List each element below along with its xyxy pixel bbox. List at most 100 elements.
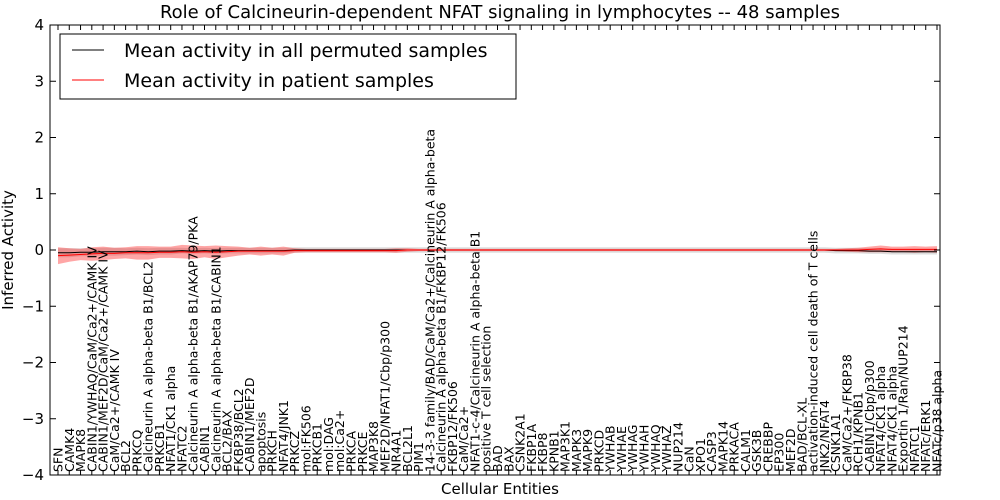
x-tick-label: PIM1 bbox=[411, 442, 426, 472]
x-tick-label: NR4A1 bbox=[389, 430, 404, 473]
x-tick-label: BAX bbox=[501, 446, 516, 472]
x-tick-label: NFATc/p38 alpha bbox=[930, 370, 945, 472]
x-tick-label: CABIN1 bbox=[197, 425, 212, 472]
x-tick-label: SFN bbox=[51, 448, 66, 472]
x-tick-label: PRKCB1 bbox=[152, 423, 167, 472]
x-tick-label: MEF2D bbox=[783, 429, 798, 472]
x-tick-label: FKBP8 bbox=[535, 432, 550, 472]
x-tick-label: XPO1 bbox=[693, 438, 708, 472]
x-tick-label: BCL2/BAX bbox=[220, 410, 235, 472]
y-tick-label: −3 bbox=[22, 410, 44, 428]
x-tick-label: CaM/Ca2+ bbox=[456, 406, 471, 472]
x-tick-label: mol:DAG bbox=[321, 417, 336, 472]
x-tick-label: PRKCQ bbox=[129, 430, 144, 472]
x-tick-label: Exportin 1/Ran/NUP214 bbox=[896, 325, 911, 472]
x-tick-label: MAP3K1 bbox=[558, 421, 573, 472]
x-tick-label: PRKACA bbox=[727, 422, 742, 472]
x-tick-label: MAPK14 bbox=[715, 421, 730, 472]
x-tick-label: BAD/BCL-XL bbox=[794, 398, 809, 472]
y-axis: −4 −3 −2 −1 0 1 2 3 4 bbox=[22, 16, 940, 484]
series-lines bbox=[57, 248, 937, 257]
x-tick-label: CASP3 bbox=[704, 431, 719, 472]
x-tick-label: PRKCE bbox=[355, 432, 370, 472]
x-tick-label: YWHAE bbox=[614, 426, 629, 473]
x-tick-label: PRKCZ bbox=[287, 431, 302, 472]
x-tick-label: JNK2/NFAT4 bbox=[817, 400, 832, 473]
legend-box bbox=[59, 33, 517, 100]
x-tick-label: NFAT4/CK1 alpha bbox=[884, 366, 899, 472]
x-tick-label: YWHAQ bbox=[648, 424, 663, 473]
x-tick-label: NFATC1 bbox=[907, 425, 922, 472]
patient-mean-line bbox=[57, 248, 937, 257]
x-tick-label: BCL2 bbox=[118, 440, 133, 472]
x-tick-label: NFAT4/CK1 alpha bbox=[873, 366, 888, 472]
x-tick-label: FKBP12/FK506 bbox=[445, 381, 460, 472]
x-tick-label: mol:FK506 bbox=[298, 405, 313, 472]
x-tick-label: MAPK3 bbox=[569, 429, 584, 472]
x-tick-label: apoptosis bbox=[253, 412, 268, 472]
x-tick-label: CREBBP bbox=[760, 422, 775, 472]
x-tick-label: CABIN1/Cbp/p300 bbox=[862, 360, 877, 472]
y-axis-label: Inferred Activity bbox=[0, 190, 17, 310]
y-tick-label: 1 bbox=[34, 185, 44, 203]
x-tick-label: MAPK9 bbox=[580, 429, 595, 472]
x-axis: SFNCAMK4MAPK8CABIN1/YWHAQ/CaM/Ca2+/CAMK … bbox=[51, 25, 945, 475]
x-tick-label: FKBP38/BCL2 bbox=[231, 388, 246, 472]
x-tick-label: CABIN1/YWHAQ/CaM/Ca2+/CAMK IV bbox=[84, 246, 99, 472]
x-tick-label: YWHAB bbox=[603, 425, 618, 473]
x-tick-label: CABIN1/MEF2D bbox=[242, 377, 257, 472]
x-tick-label: CAMK4 bbox=[62, 428, 77, 472]
x-tick-label: NFAT1-c-4/Calcineurin A alpha-beta B1 bbox=[467, 231, 482, 472]
legend: Mean activity in all permuted samples Me… bbox=[59, 33, 517, 100]
x-tick-label: BCL2L1 bbox=[400, 425, 415, 472]
x-tick-label: NUP214 bbox=[670, 422, 685, 472]
x-tick-label: NFATC2 bbox=[174, 425, 189, 472]
x-tick-label: 14-3-3 family/BAD/CaM/Ca2+/Calcineurin A… bbox=[422, 129, 437, 472]
x-tick-label: PRKCH bbox=[265, 430, 280, 472]
x-tick-label: PRKCA bbox=[344, 431, 359, 472]
y-tick-label: 2 bbox=[34, 129, 44, 147]
x-axis-label: Cellular Entities bbox=[441, 480, 559, 498]
x-tick-label: YWHAZ bbox=[659, 425, 674, 473]
y-tick-label: 4 bbox=[34, 16, 44, 34]
x-tick-label: NFAT1/CK1 alpha bbox=[163, 366, 178, 472]
x-tick-label: CSNK2A1 bbox=[513, 413, 528, 472]
x-tick-label: CALM1 bbox=[738, 429, 753, 472]
x-tick-label: Calcineurin A alpha-beta B1/AKAP79/PKA bbox=[186, 216, 201, 472]
x-tick-label: CaM/Ca2+/FKBP38 bbox=[839, 354, 854, 472]
y-tick-label: −1 bbox=[22, 297, 44, 315]
x-tick-label: FKBP1A bbox=[524, 424, 539, 472]
x-tick-label: EP300 bbox=[772, 433, 787, 472]
x-tick-label: NFATc/ERK1 bbox=[918, 400, 933, 472]
x-tick-label: MAPK8 bbox=[73, 429, 88, 472]
x-tick-label: CSNK1A1 bbox=[828, 413, 843, 472]
chart-title: Role of Calcineurin-dependent NFAT signa… bbox=[160, 2, 840, 23]
x-tick-label: CaN bbox=[682, 446, 697, 472]
x-tick-label: Calcineurin A alpha-beta B1/CABIN1 bbox=[208, 246, 223, 472]
x-tick-label: activation-induced cell death of T cells bbox=[806, 231, 821, 472]
legend-label-permuted: Mean activity in all permuted samples bbox=[124, 40, 487, 62]
x-tick-label: Calcineurin A alpha-beta B1/BCL2 bbox=[141, 261, 156, 472]
y-tick-label: 0 bbox=[34, 241, 44, 259]
y-tick-label: −4 bbox=[22, 466, 44, 484]
y-tick-label: 3 bbox=[34, 72, 44, 90]
x-tick-label: MEF2D/NFAT1/Cbp/p300 bbox=[377, 321, 392, 472]
x-tick-label: MAP3K8 bbox=[366, 421, 381, 472]
x-tick-label: YWHAH bbox=[637, 425, 652, 473]
x-tick-label: BAD bbox=[490, 445, 505, 472]
x-tick-label: PRKCD bbox=[591, 430, 606, 472]
legend-label-patient: Mean activity in patient samples bbox=[124, 70, 434, 92]
x-tick-label: Calcineurin A alpha-beta B1/FKBP12/FK506 bbox=[434, 202, 449, 472]
x-tick-label: KPNB1 bbox=[546, 430, 561, 472]
x-tick-label: PRKCB1 bbox=[310, 423, 325, 472]
x-tick-label: NFAT4/JNK1 bbox=[276, 400, 291, 472]
x-tick-label: RCH1/KPNB1 bbox=[851, 392, 866, 472]
y-tick-label: −2 bbox=[22, 354, 44, 372]
x-tick-label: mol:Ca2+ bbox=[332, 410, 347, 472]
x-tick-label: GSK3B bbox=[749, 430, 764, 472]
x-tick-label: CABIN1/MEF2D/CaM/Ca2+/CAMK IV bbox=[96, 250, 111, 472]
x-tick-label: positive T cell selection bbox=[479, 326, 494, 472]
x-tick-label: YWHAG bbox=[625, 425, 640, 473]
x-tick-label: CaM/Ca2+/CAMK IV bbox=[107, 349, 122, 472]
